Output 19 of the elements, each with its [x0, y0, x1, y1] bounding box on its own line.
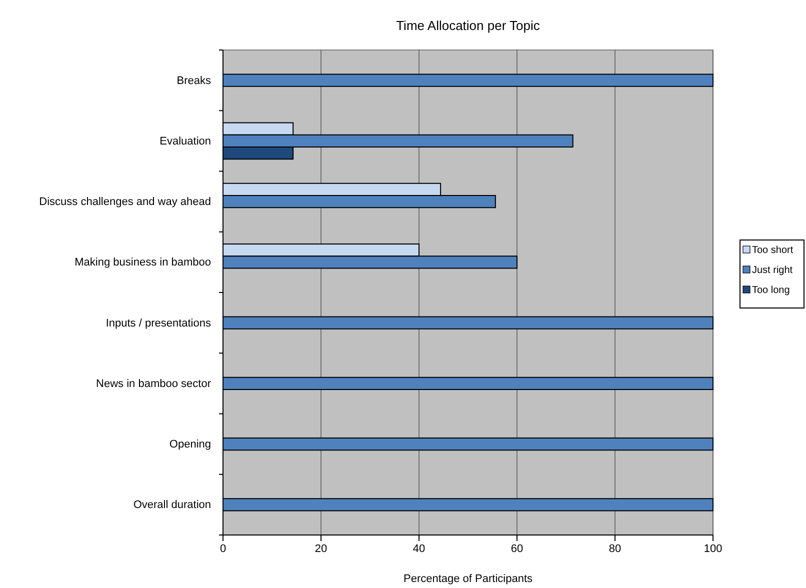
y-tick-label: News in bamboo sector: [96, 378, 212, 390]
y-tick-label: Making business in bamboo: [74, 256, 211, 269]
x-tick-label: 60: [510, 542, 524, 555]
legend-label: Too long: [752, 285, 790, 296]
x-tick-label: 0: [220, 542, 226, 555]
x-tick-label: 100: [704, 542, 722, 555]
x-tick-label: 80: [608, 542, 622, 555]
x-tick-label: 40: [412, 542, 426, 555]
y-tick-label: Overall duration: [133, 499, 211, 512]
y-tick-label: Breaks: [176, 74, 212, 87]
y-tick-label: Evaluation: [160, 135, 211, 148]
y-tick-label: Discuss challenges and way ahead: [39, 196, 211, 208]
chart-title: Time Allocation per Topic: [396, 18, 540, 33]
legend-label: Just right: [752, 265, 793, 276]
legend-label: Too short: [752, 245, 794, 256]
y-tick-label: Inputs / presentations: [106, 317, 212, 330]
x-tick-label: 20: [314, 542, 328, 555]
x-axis-title: Percentage of Participants: [403, 573, 534, 585]
y-tick-label: Opening: [169, 438, 211, 451]
